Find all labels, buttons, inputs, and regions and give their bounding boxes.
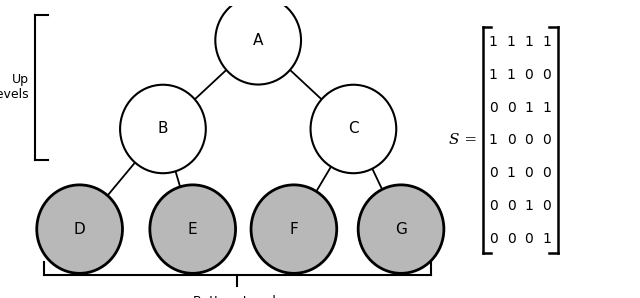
Ellipse shape [358,185,444,273]
Text: 0: 0 [543,134,551,148]
Text: 1: 1 [525,199,533,213]
Text: 1: 1 [525,100,533,114]
Text: 1: 1 [489,35,498,49]
Text: Bottom Levels: Bottom Levels [193,295,282,298]
Text: A: A [253,33,264,48]
Text: 1: 1 [489,68,498,82]
Text: G: G [395,222,407,237]
Ellipse shape [310,85,396,173]
Text: 0: 0 [489,232,498,246]
Text: 0: 0 [489,100,498,114]
Text: 1: 1 [507,68,516,82]
Text: 1: 1 [507,35,516,49]
Text: 0: 0 [507,232,515,246]
Text: D: D [74,222,86,237]
Text: 0: 0 [525,134,533,148]
Text: 1: 1 [543,232,551,246]
Text: C: C [348,122,359,136]
Text: 1: 1 [507,166,516,180]
Text: 0: 0 [507,100,515,114]
Text: S =: S = [449,134,477,148]
Text: 0: 0 [489,166,498,180]
Text: 0: 0 [543,199,551,213]
Text: B: B [157,122,168,136]
Ellipse shape [251,185,337,273]
Text: 1: 1 [543,100,551,114]
Text: 0: 0 [507,199,515,213]
Text: 1: 1 [525,35,533,49]
Ellipse shape [36,185,122,273]
Text: 1: 1 [489,134,498,148]
Ellipse shape [150,185,236,273]
Text: 0: 0 [525,232,533,246]
Text: 1: 1 [543,35,551,49]
Text: 0: 0 [543,166,551,180]
Text: Up
Levels: Up Levels [0,74,29,102]
Text: 0: 0 [543,68,551,82]
Text: 0: 0 [525,68,533,82]
Text: E: E [188,222,198,237]
Ellipse shape [215,0,301,85]
Text: F: F [289,222,298,237]
Text: 0: 0 [507,134,515,148]
Ellipse shape [120,85,206,173]
Text: 0: 0 [525,166,533,180]
Text: 0: 0 [489,199,498,213]
